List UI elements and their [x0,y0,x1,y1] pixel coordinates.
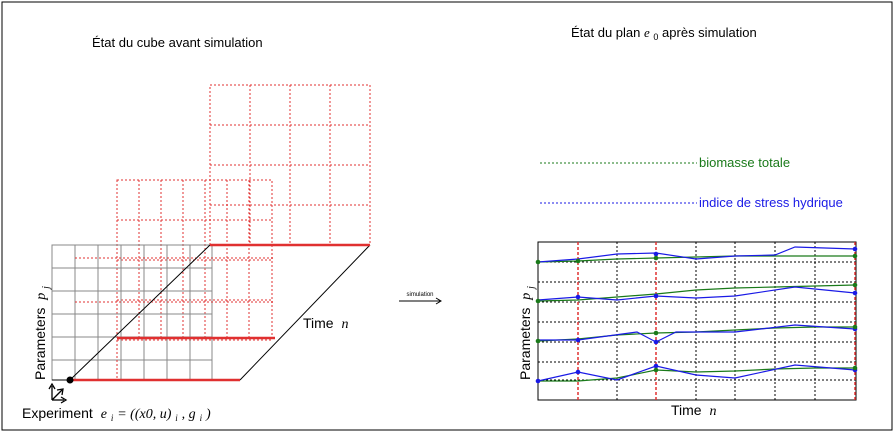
cube-layer-middle [116,179,273,341]
right-y-axis-text: Parameters [517,308,533,380]
right-x-axis-text: Time [671,402,702,418]
simulation-arrow: simulation [399,292,442,305]
depth-axis-text: Time [303,315,334,331]
plane-chart-grid [538,242,856,400]
cube-diagram [48,84,371,404]
biomass-row-1 [537,255,855,263]
x-formula-sub2: i [175,413,178,423]
right-title-prefix: État du plan [571,25,644,40]
x-formula-sub1: i [111,413,114,423]
plane-chart-frame [537,241,857,401]
left-y-axis-label: Parameters p j [32,286,52,380]
stress-row-4 [537,364,856,382]
right-y-axis-symbol: p [519,293,534,301]
x-formula-end: , g [182,407,196,422]
right-title-suffix: après simulation [662,25,757,40]
depth-axis-label: Time n [303,315,348,332]
biomass-row-4 [538,367,855,382]
left-x-axis-text: Experiment [22,405,93,421]
stress-row-2 [537,286,856,301]
plane-chart-series [537,246,856,382]
cube-layer-front [51,244,213,381]
x-formula-sub3: i [200,413,203,423]
left-y-axis-text: Parameters [32,308,48,380]
x-formula-close: ) [205,407,211,422]
right-y-axis-subscript: j [526,286,537,291]
cube-red-overlay [75,257,275,380]
simulation-label: simulation [406,292,433,298]
plane-chart [535,241,858,401]
plane-chart-points [535,246,858,384]
biomass-row-2 [537,284,856,302]
axis-arrows [48,382,68,404]
stress-row-1 [537,246,856,263]
legend-label-stress: indice de stress hydrique [699,195,843,210]
stress-row-3 [538,324,856,343]
right-title-subscript: 0 [653,32,658,42]
origin-dot [66,376,74,384]
left-panel-title: État du cube avant simulation [92,35,263,50]
left-y-axis-symbol: p [34,293,49,301]
left-x-axis-label: Experiment e i = ((x0, u) i , g i ) [22,405,211,424]
right-title-symbol: e [644,25,650,40]
svg-text:Parameters p j: Parameters p j [32,286,52,380]
left-y-axis-subscript: j [41,286,52,291]
legend: biomasse totale indice de stress hydriqu… [540,155,843,210]
right-y-axis-label: Parameters p j [517,286,537,380]
right-x-axis-label: Time n [671,402,716,419]
right-x-axis-symbol: n [709,404,716,419]
right-panel-title: État du plan e 0 après simulation [571,25,757,43]
time-lines [70,243,370,382]
cube-layer-back [209,84,371,246]
x-formula-e: e [101,407,107,422]
x-formula-rest: = ((x0, u) [117,407,171,422]
legend-label-biomasse: biomasse totale [699,155,790,170]
svg-text:Parameters p j: Parameters p j [517,286,537,380]
depth-axis-symbol: n [341,317,348,332]
